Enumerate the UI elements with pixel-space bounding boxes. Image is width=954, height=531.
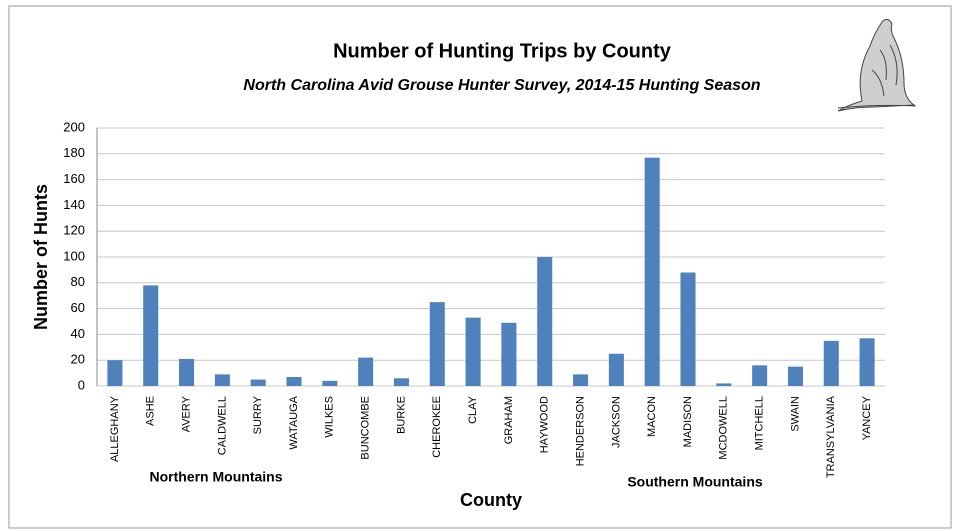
bar (537, 257, 553, 386)
x-tick-label: BURKE (395, 396, 407, 434)
x-tick-label: SWAIN (789, 396, 801, 432)
x-tick-label: HAYWOOD (539, 396, 551, 453)
x-tick-label: YANCEY (861, 395, 873, 440)
x-axis-label: County (460, 490, 522, 510)
bar (286, 376, 302, 386)
x-tick-label: JACKSON (610, 396, 622, 448)
y-tick-label: 160 (63, 171, 85, 186)
x-tick-label: TRANSYLVANIA (825, 395, 837, 478)
x-tick-label: ASHE (145, 396, 157, 426)
chart-title: Number of Hunting Trips by County (333, 40, 672, 62)
x-tick-label: WILKES (324, 396, 336, 438)
x-tick-label: CLAY (467, 395, 479, 424)
bar (107, 360, 123, 386)
x-tick-label: MACON (646, 396, 658, 437)
frame (8, 5, 952, 529)
grouse-illustration (837, 18, 917, 112)
bar (752, 365, 768, 386)
bar (322, 380, 338, 386)
bar (358, 357, 374, 386)
bar (859, 338, 875, 386)
bar (608, 353, 624, 386)
y-tick-label: 100 (63, 248, 85, 263)
bar (787, 366, 803, 386)
x-tick-label: CALDWELL (216, 396, 228, 455)
x-tick-label: ALLEGHANY (109, 395, 121, 462)
y-tick-label: 20 (71, 352, 85, 367)
x-tick-label: GRAHAM (503, 396, 515, 444)
y-tick-label: 60 (71, 300, 85, 315)
y-tick-label: 140 (63, 197, 85, 212)
y-tick-label: 0 (78, 377, 85, 392)
chart-subtitle: North Carolina Avid Grouse Hunter Survey… (243, 77, 760, 94)
bar (680, 272, 696, 386)
x-tick-label: MITCHELL (754, 396, 766, 450)
bar (716, 383, 732, 386)
y-axis-label: Number of Hunts (31, 184, 51, 330)
y-tick-label: 40 (71, 326, 85, 341)
y-tick-label: 200 (63, 119, 85, 134)
bar (501, 322, 517, 386)
y-tick-label: 80 (71, 274, 85, 289)
bar (465, 317, 481, 386)
x-tick-label: MADISON (682, 396, 694, 447)
x-tick-label: WATAUGA (288, 395, 300, 449)
y-tick-label: 120 (63, 223, 85, 238)
bar (393, 378, 409, 386)
bar (214, 374, 230, 386)
bar (179, 358, 195, 386)
x-tick-label: MCDOWELL (718, 396, 730, 460)
bar (250, 379, 266, 386)
group-label: Southern Mountains (627, 474, 763, 490)
bar (143, 285, 159, 386)
bar (573, 374, 589, 386)
group-label: Northern Mountains (150, 469, 283, 485)
x-tick-label: AVERY (180, 395, 192, 432)
y-tick-label: 180 (63, 145, 85, 160)
x-tick-label: CHEROKEE (431, 396, 443, 458)
bar (429, 302, 445, 386)
x-tick-label: BUNCOMBE (360, 396, 372, 460)
bar (823, 340, 839, 386)
bar (644, 157, 660, 386)
x-tick-label: HENDERSON (574, 396, 586, 466)
x-tick-label: SURRY (252, 395, 264, 434)
